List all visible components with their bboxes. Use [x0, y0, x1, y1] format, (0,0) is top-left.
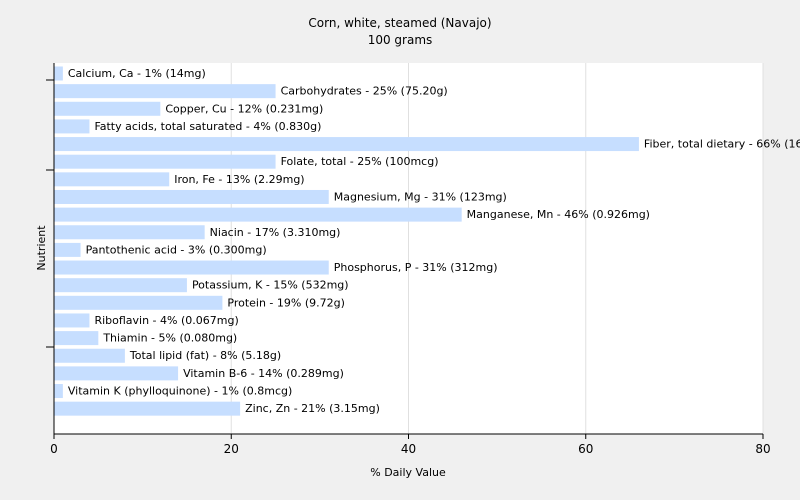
x-tick-label: 0 — [50, 442, 58, 456]
bar — [54, 172, 170, 187]
bar-label: Phosphorus, P - 31% (312mg) — [334, 261, 498, 274]
bar — [54, 384, 63, 399]
bar-label: Vitamin B-6 - 14% (0.289mg) — [183, 367, 344, 380]
bar-label: Riboflavin - 4% (0.067mg) — [94, 314, 238, 327]
bar-label: Carbohydrates - 25% (75.20g) — [281, 85, 448, 98]
bar-label: Iron, Fe - 13% (2.29mg) — [174, 173, 304, 186]
bar — [54, 101, 161, 116]
bar-label: Copper, Cu - 12% (0.231mg) — [165, 102, 323, 115]
y-axis-label: Nutrient — [35, 225, 48, 271]
bar-label: Fatty acids, total saturated - 4% (0.830… — [94, 120, 321, 133]
bar — [54, 189, 329, 204]
bar — [54, 331, 99, 346]
x-tick-label: 80 — [755, 442, 770, 456]
bar-label: Zinc, Zn - 21% (3.15mg) — [245, 402, 380, 415]
x-tick-label: 20 — [224, 442, 239, 456]
bar-label: Calcium, Ca - 1% (14mg) — [68, 67, 206, 80]
bar — [54, 119, 90, 134]
bar-label: Fiber, total dietary - 66% (16.6g) — [644, 138, 800, 151]
bar — [54, 242, 81, 257]
bar-label: Folate, total - 25% (100mcg) — [281, 155, 439, 168]
bar-label: Total lipid (fat) - 8% (5.18g) — [129, 349, 281, 362]
bar — [54, 260, 329, 275]
bar-label: Thiamin - 5% (0.080mg) — [102, 332, 237, 345]
bar — [54, 348, 125, 363]
bar-label: Protein - 19% (9.72g) — [227, 296, 345, 309]
bar-label: Potassium, K - 15% (532mg) — [192, 279, 349, 292]
x-tick-label: 40 — [401, 442, 416, 456]
x-tick-label: 60 — [578, 442, 593, 456]
plot-area: Calcium, Ca - 1% (14mg) Carbohydrates - 2… — [46, 63, 800, 456]
bar — [54, 366, 179, 381]
bar-label: Vitamin K (phylloquinone) - 1% (0.8mcg) — [68, 385, 292, 398]
chart-title: Corn, white, steamed (Navajo) — [308, 16, 491, 30]
bar — [54, 137, 639, 152]
bar — [54, 401, 241, 416]
bar — [54, 207, 462, 222]
bar-label: Pantothenic acid - 3% (0.300mg) — [86, 243, 267, 256]
bar — [54, 84, 276, 99]
bar-label: Niacin - 17% (3.310mg) — [210, 226, 341, 239]
bar — [54, 154, 276, 169]
bar — [54, 278, 187, 293]
bar — [54, 66, 63, 81]
bar-label: Magnesium, Mg - 31% (123mg) — [334, 190, 507, 203]
bar — [54, 295, 223, 310]
bar — [54, 313, 90, 328]
x-axis-label: % Daily Value — [370, 466, 446, 479]
bar — [54, 225, 205, 240]
chart-subtitle: 100 grams — [368, 33, 433, 47]
bar-label: Manganese, Mn - 46% (0.926mg) — [467, 208, 650, 221]
